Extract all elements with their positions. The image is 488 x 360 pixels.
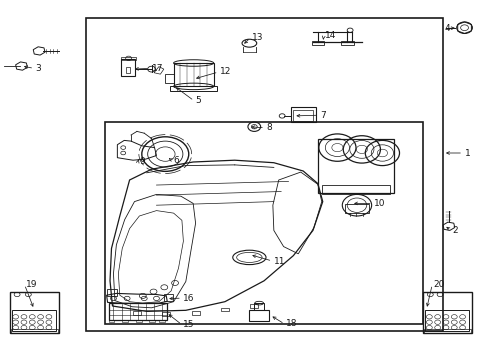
Bar xyxy=(191,311,199,315)
Text: 15: 15 xyxy=(183,320,195,329)
Bar xyxy=(423,329,470,333)
Text: 13: 13 xyxy=(251,33,263,42)
Text: 14: 14 xyxy=(325,31,336,40)
Bar xyxy=(165,74,174,83)
Bar xyxy=(126,67,130,73)
Text: 9: 9 xyxy=(139,157,145,166)
Bar xyxy=(170,86,217,91)
Text: 1: 1 xyxy=(464,149,469,158)
Bar xyxy=(106,289,117,296)
Bar xyxy=(122,320,127,322)
Bar xyxy=(108,303,167,320)
Bar xyxy=(105,122,422,324)
Text: 19: 19 xyxy=(26,280,38,289)
Bar xyxy=(425,310,468,331)
Bar xyxy=(317,139,393,193)
Bar xyxy=(121,57,136,60)
Text: 7: 7 xyxy=(320,111,325,120)
Bar xyxy=(344,204,368,213)
Bar xyxy=(164,294,173,301)
Bar xyxy=(108,320,114,322)
Bar xyxy=(254,303,264,310)
Bar xyxy=(136,320,142,322)
Text: 6: 6 xyxy=(173,156,179,165)
Bar xyxy=(10,292,59,333)
Bar xyxy=(422,292,471,333)
Text: 11: 11 xyxy=(273,256,285,265)
Bar xyxy=(250,304,258,308)
Text: 2: 2 xyxy=(451,226,457,235)
Bar xyxy=(133,311,141,315)
Text: 5: 5 xyxy=(195,96,201,105)
Bar xyxy=(85,18,442,331)
Bar xyxy=(162,312,170,316)
Text: 20: 20 xyxy=(433,280,444,289)
Text: 16: 16 xyxy=(183,294,195,302)
Bar xyxy=(148,320,154,322)
Bar xyxy=(12,310,56,331)
Text: 8: 8 xyxy=(266,123,272,132)
Bar xyxy=(311,41,324,45)
Bar xyxy=(249,310,268,321)
Bar xyxy=(321,185,389,194)
Bar xyxy=(121,59,135,76)
Bar xyxy=(159,320,165,322)
Bar xyxy=(290,107,316,122)
Bar xyxy=(221,308,228,311)
Text: 4: 4 xyxy=(444,24,450,33)
Text: 3: 3 xyxy=(36,64,41,73)
Text: 18: 18 xyxy=(285,320,297,328)
Bar xyxy=(173,63,213,86)
Bar xyxy=(11,329,58,333)
Bar xyxy=(341,41,353,45)
Bar xyxy=(293,110,312,121)
Text: 12: 12 xyxy=(220,68,231,77)
Text: 10: 10 xyxy=(373,199,385,208)
Text: 17: 17 xyxy=(151,64,163,73)
